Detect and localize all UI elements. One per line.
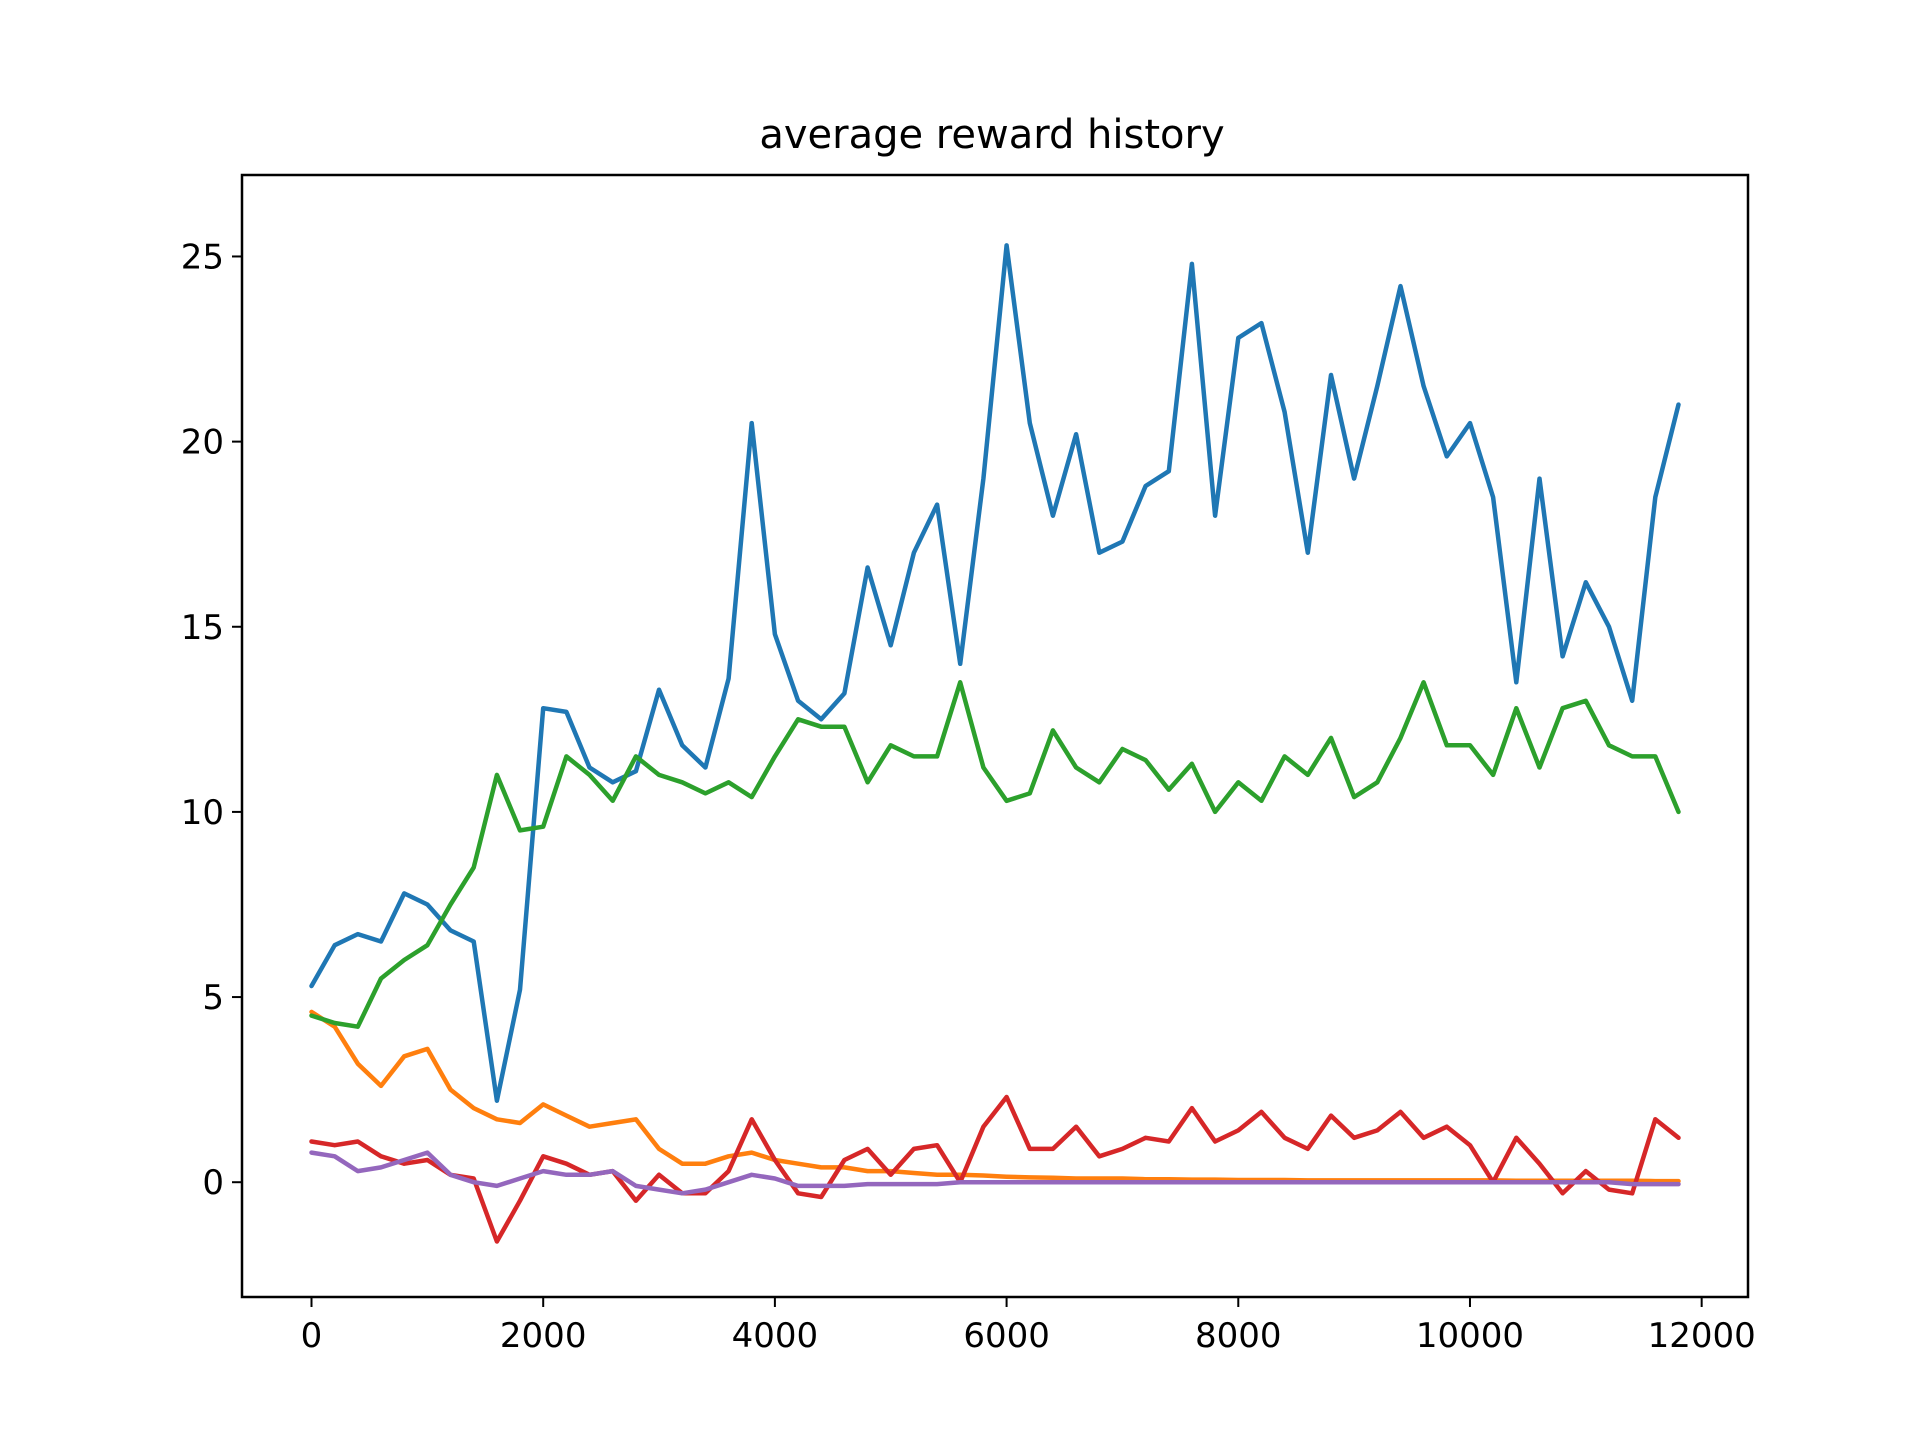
- y-tick-label: 0: [202, 1163, 224, 1203]
- series-line-4: [309, 1094, 1681, 1244]
- series-line-2: [309, 1009, 1681, 1184]
- y-tick-label: 20: [181, 423, 224, 463]
- series-line-3: [309, 680, 1681, 1029]
- chart-title: average reward history: [759, 112, 1224, 158]
- series-line-1: [309, 243, 1681, 1103]
- y-tick-label: 5: [202, 978, 224, 1018]
- series-layer: [309, 243, 1681, 1244]
- x-tick-label: 0: [301, 1316, 323, 1356]
- x-tick-label: 8000: [1195, 1316, 1282, 1356]
- x-tick-label: 4000: [732, 1316, 819, 1356]
- x-axis-ticks: 0 2000 4000 6000 8000 10000 12000: [301, 1297, 1756, 1356]
- y-tick-label: 10: [181, 793, 224, 833]
- x-tick-label: 2000: [500, 1316, 587, 1356]
- x-tick-label: 12000: [1648, 1316, 1756, 1356]
- plot-frame: [240, 173, 1750, 1299]
- x-tick-label: 6000: [963, 1316, 1050, 1356]
- x-tick-label: 10000: [1416, 1316, 1524, 1356]
- series-line-5: [309, 1150, 1681, 1196]
- y-tick-label: 15: [181, 608, 224, 648]
- y-axis-ticks: 0 5 10 15 20 25: [181, 237, 242, 1203]
- y-tick-label: 25: [181, 237, 224, 277]
